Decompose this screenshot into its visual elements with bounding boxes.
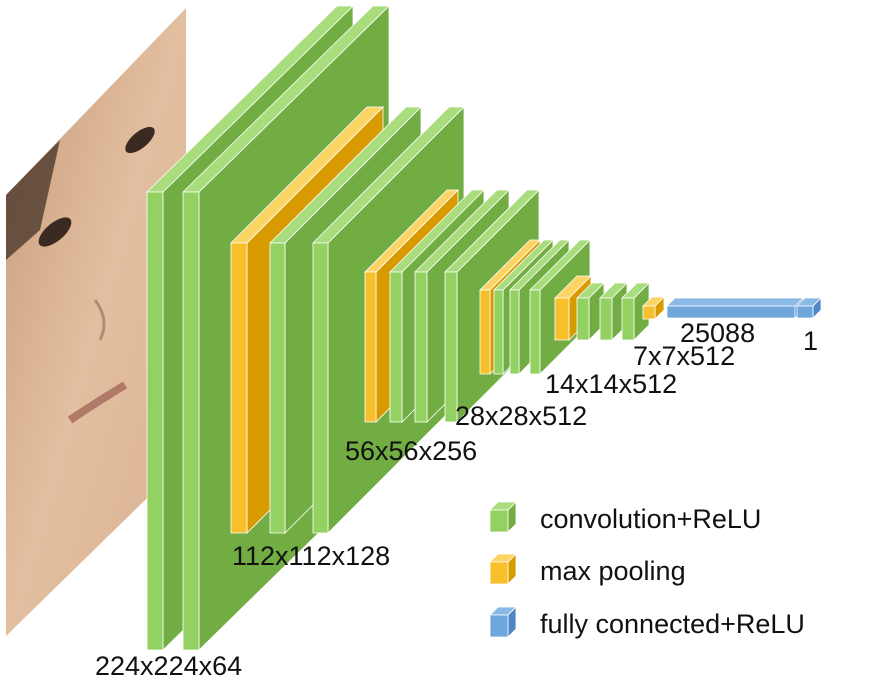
block-front xyxy=(797,306,813,318)
layer-label: 224x224x64 xyxy=(95,651,242,681)
block-front xyxy=(530,290,540,374)
block-front xyxy=(600,298,612,340)
layer-block xyxy=(490,554,516,584)
layer-label: 14x14x512 xyxy=(545,369,677,399)
block-top xyxy=(667,298,803,306)
legend-label: fully connected+ReLU xyxy=(540,609,805,639)
block-front xyxy=(510,290,519,374)
block-front xyxy=(494,290,503,374)
block-front xyxy=(577,298,589,340)
layer-label: 25088 xyxy=(680,318,755,348)
block-front xyxy=(622,298,634,340)
block-front xyxy=(415,272,427,422)
block-front xyxy=(555,298,569,340)
block-front xyxy=(667,306,795,318)
layer-label: 112x112x128 xyxy=(232,541,390,571)
layer-label: 1 xyxy=(803,326,818,356)
block-front xyxy=(270,243,285,533)
layer-label: 56x56x256 xyxy=(345,436,477,466)
block-front xyxy=(390,272,402,422)
block-front xyxy=(147,192,163,650)
block-front xyxy=(480,290,490,374)
block-front xyxy=(231,243,247,533)
block-front xyxy=(445,272,457,422)
block-front xyxy=(490,562,508,584)
block-front xyxy=(490,510,508,532)
legend-label: convolution+ReLU xyxy=(540,504,761,534)
layer-block xyxy=(490,502,516,532)
block-front xyxy=(183,192,199,650)
legend: convolution+ReLU max pooling fully conne… xyxy=(490,502,805,639)
legend-label: max pooling xyxy=(540,556,686,586)
layer-block xyxy=(667,298,803,318)
layer-label: 28x28x512 xyxy=(455,401,587,431)
block-front xyxy=(313,243,328,533)
vgg-diagram: 224x224x64 112x112x128 56x56x256 28x28x5… xyxy=(0,0,891,681)
layer-block xyxy=(490,607,516,637)
block-front xyxy=(643,306,655,319)
block-front xyxy=(490,615,508,637)
block-front xyxy=(365,272,376,422)
